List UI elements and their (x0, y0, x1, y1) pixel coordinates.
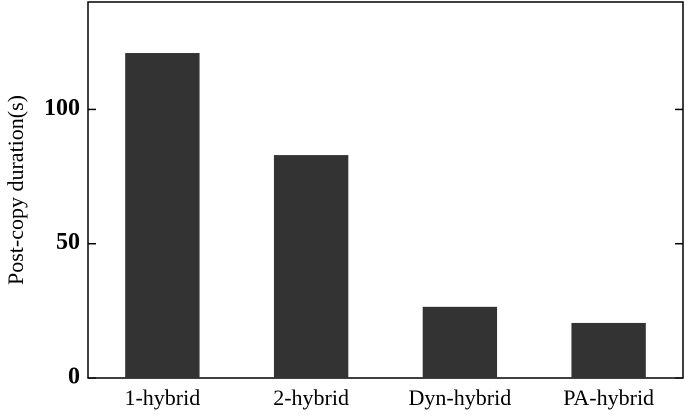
y-tick-label: 50 (56, 229, 80, 255)
x-tick-label: Dyn-hybrid (409, 385, 512, 410)
y-tick-label: 100 (44, 95, 80, 121)
y-tick-label: 0 (68, 364, 80, 390)
x-tick-label: PA-hybrid (563, 385, 654, 410)
bar (125, 53, 200, 379)
plot-frame (87, 1, 684, 379)
bar (422, 306, 498, 378)
x-tick-label: 1-hybrid (124, 385, 200, 410)
y-axis-title: Post-copy duration(s) (3, 95, 28, 285)
bar (571, 322, 646, 378)
x-tick-label: 2-hybrid (273, 385, 349, 410)
bar (273, 155, 349, 378)
